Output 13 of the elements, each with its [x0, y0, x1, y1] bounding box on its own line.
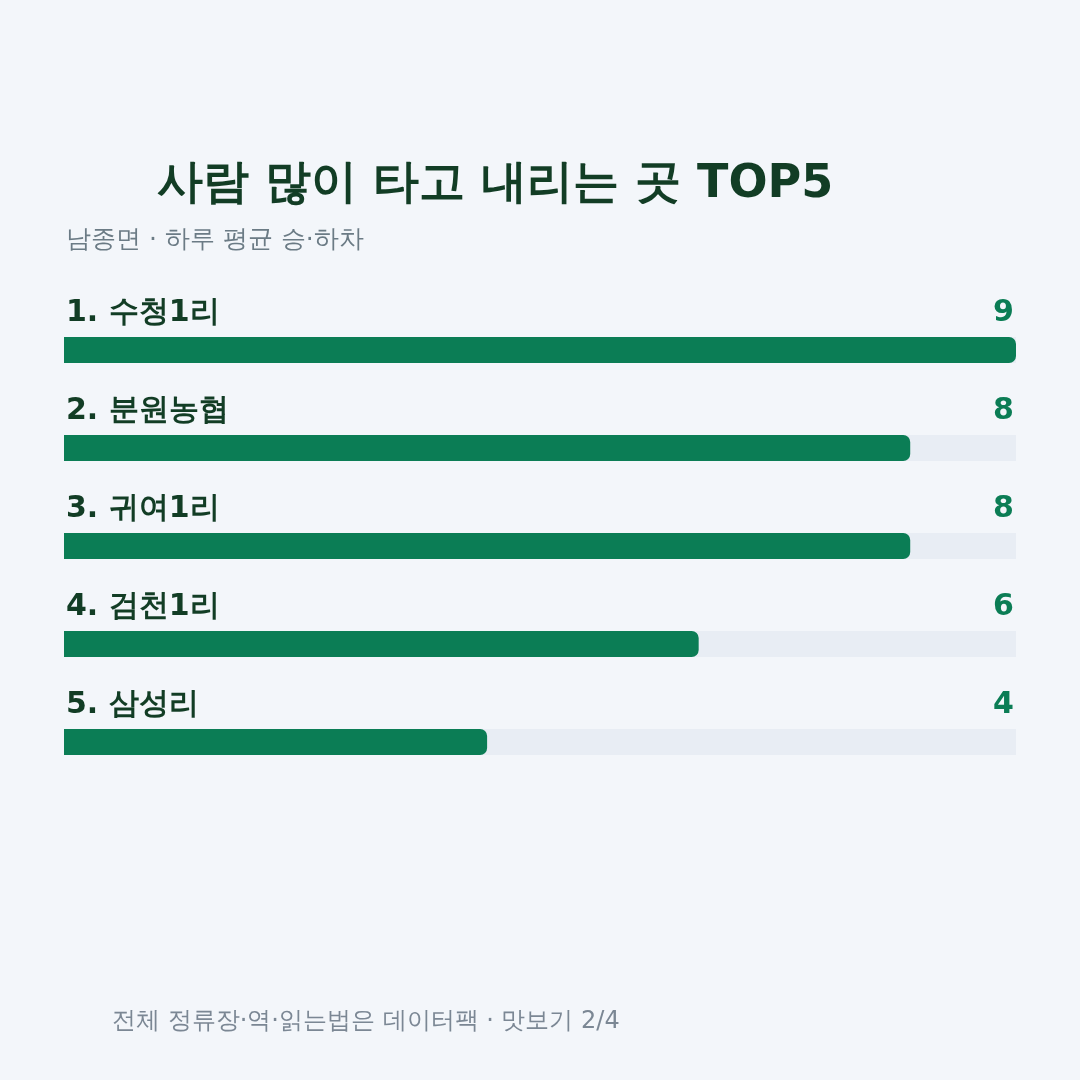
data-label: 9: [993, 293, 1014, 328]
data-label: 4: [993, 685, 1014, 720]
y-tick-label: 4. 검천1리: [66, 587, 220, 622]
chart-title: 사람 많이 타고 내리는 곳 TOP5: [157, 154, 834, 208]
data-label: 6: [993, 587, 1014, 622]
data-label: 8: [993, 391, 1014, 426]
chart-subtitle: 남종면 · 하루 평균 승·하차: [66, 224, 364, 253]
y-tick-label: 1. 수청1리: [66, 293, 220, 328]
text: 전체 정류장·역·읽는법은 데이터팩 · 맛보기 2/4: [112, 1006, 620, 1034]
data-label: 8: [993, 489, 1014, 524]
y-tick-label: 3. 귀여1리: [66, 489, 220, 524]
y-tick-label: 2. 분원농협: [66, 391, 229, 426]
y-tick-label: 5. 삼성리: [66, 685, 199, 720]
